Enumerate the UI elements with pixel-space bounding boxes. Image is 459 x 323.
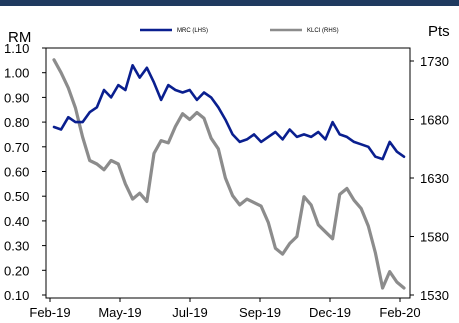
series-lines [52, 58, 406, 290]
series-line-mrc [52, 64, 406, 161]
left-tick-label-7: 0.40 [4, 214, 29, 229]
x-tick-label-5: Feb-20 [379, 305, 420, 320]
top-accent-bar [0, 0, 459, 6]
left-tick-label-2: 0.90 [4, 90, 29, 105]
left-tick-label-0: 1.10 [4, 41, 29, 56]
left-tick-label-5: 0.60 [4, 165, 29, 180]
x-tick-label-1: May-19 [98, 305, 141, 320]
x-tick-label-4: Dec-19 [309, 305, 351, 320]
x-axis-ticks: Feb-19 May-19 Jul-19 Sep-19 Dec-19 Feb-20 [29, 298, 421, 320]
legend: MRC (LHS) KLCI (RHS) [140, 28, 339, 34]
legend-klci-label: KLCI (RHS) [307, 28, 339, 34]
plot-frame [45, 47, 411, 299]
left-tick-label-6: 0.50 [4, 189, 29, 204]
left-tick-label-3: 0.80 [4, 115, 29, 130]
left-tick-label-1: 1.00 [4, 66, 29, 81]
right-tick-label-3: 1580 [420, 230, 449, 245]
left-tick-label-4: 0.70 [4, 140, 29, 155]
right-tick-label-1: 1680 [420, 113, 449, 128]
right-axis-ticks: 1730 1680 1630 1580 1530 [410, 54, 449, 303]
left-tick-label-10: 0.10 [4, 288, 29, 303]
x-tick-label-2: Jul-19 [172, 305, 207, 320]
legend-mrc-label: MRC (LHS) [177, 28, 208, 34]
x-tick-label-3: Sep-19 [239, 305, 281, 320]
right-tick-label-2: 1630 [420, 171, 449, 186]
x-tick-label-0: Feb-19 [29, 305, 70, 320]
left-axis-ticks: 1.10 1.00 0.90 0.80 0.70 0.60 0.50 0.40 0.30 0.20… [4, 41, 46, 303]
left-tick-label-9: 0.20 [4, 263, 29, 278]
right-axis-unit: Pts [428, 23, 450, 40]
right-tick-label-4: 1530 [420, 288, 449, 303]
left-tick-label-8: 0.30 [4, 239, 29, 254]
left-axis-unit: RM [8, 29, 31, 46]
series-line-klci [52, 58, 406, 290]
right-tick-label-0: 1730 [420, 54, 449, 69]
